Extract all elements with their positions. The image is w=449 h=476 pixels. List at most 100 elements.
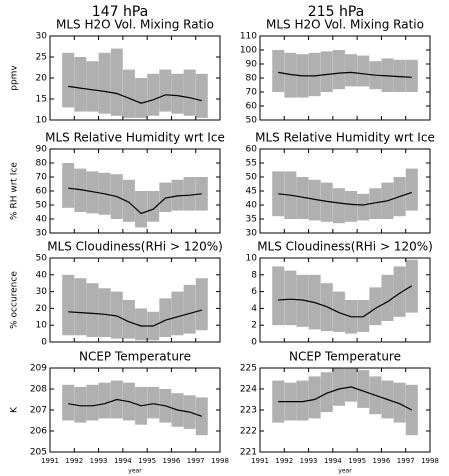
x-tick-label: 1996: [373, 457, 391, 465]
y-tick-label: 15: [36, 95, 47, 105]
y-tick-label: 222: [240, 427, 257, 437]
y-tick-label: 4: [251, 304, 257, 314]
trend-line: [278, 191, 412, 206]
trend-line: [278, 285, 413, 318]
x-axis-label: year: [338, 468, 352, 475]
y-tick-label: 205: [30, 448, 47, 458]
scatter-range: [135, 78, 148, 118]
scatter-range: [98, 382, 111, 419]
scatter-range: [272, 50, 285, 92]
trend-line: [278, 71, 412, 78]
panel-title: MLS Relative Humidity wrt Ice: [45, 131, 225, 145]
y-tick-label: 20: [36, 74, 48, 84]
scatter-range: [86, 384, 99, 421]
scatter-range: [159, 182, 172, 212]
scatter-range: [357, 193, 370, 221]
scatter-range: [183, 177, 196, 211]
panel-title: NCEP Temperature: [289, 350, 401, 364]
y-tick-label: 223: [240, 406, 257, 416]
y-tick-label: 221: [240, 448, 257, 458]
scatter-range: [332, 50, 345, 90]
y-tick-label: 10: [36, 116, 48, 126]
y-tick-label: 25: [36, 53, 47, 63]
y-tick-label: 55: [246, 159, 257, 169]
scatter-range: [171, 73, 184, 114]
y-tick-label: 10: [36, 321, 48, 331]
scatter-range: [369, 287, 382, 326]
scatter-range: [320, 372, 333, 413]
y-tick-label: 50: [246, 173, 258, 183]
scatter-range: [308, 376, 321, 419]
y-tick-label: 224: [240, 385, 257, 395]
scatter-range: [62, 163, 75, 208]
y-tick-label: 30: [36, 229, 48, 239]
scatter-range: [122, 179, 135, 222]
scatter-range: [135, 191, 148, 228]
scatter-range: [332, 291, 345, 332]
y-tick-label: 225: [240, 364, 257, 374]
scatter-range: [393, 59, 406, 92]
x-tick-label: 1996: [163, 457, 181, 465]
y-tick-label: 30: [36, 32, 48, 42]
scatter-range: [171, 179, 184, 211]
y-axis-label: % RH wrt Ice: [10, 162, 20, 220]
y-tick-label: 80: [36, 159, 48, 169]
scatter-range: [74, 168, 87, 212]
scatter-range: [183, 284, 196, 334]
trend-line: [68, 398, 202, 417]
x-tick-label: 1993: [90, 457, 108, 465]
y-tick-label: 207: [30, 406, 47, 416]
x-tick-label: 1994: [114, 457, 132, 465]
trend-line: [68, 187, 202, 215]
scatter-range: [110, 291, 123, 339]
y-tick-label: 60: [246, 145, 258, 155]
scatter-range: [122, 69, 135, 118]
panel-title: MLS H2O Vol. Mixing Ratio: [56, 18, 214, 32]
y-tick-label: 8: [251, 270, 257, 280]
scatter-range: [296, 274, 309, 327]
y-tick-label: 110: [240, 32, 257, 42]
scatter-range: [122, 300, 135, 339]
x-tick-label: 1993: [300, 457, 318, 465]
scatter-range: [369, 188, 382, 219]
x-axis-label: year: [128, 468, 142, 475]
scatter-range: [159, 69, 172, 112]
scatter-range: [332, 368, 345, 406]
scatter-range: [195, 73, 208, 118]
column-header: 147 hPa: [92, 4, 148, 20]
scatter-range: [135, 308, 148, 341]
y-tick-label: 0: [41, 338, 47, 348]
scatter-range: [110, 48, 123, 116]
plot-frame: [49, 257, 221, 343]
y-tick-label: 30: [246, 229, 258, 239]
y-tick-label: 70: [36, 173, 48, 183]
x-tick-label: 1991: [41, 457, 59, 465]
panel-title: MLS Cloudiness(RHi > 120%): [257, 240, 433, 254]
y-tick-label: 60: [36, 187, 48, 197]
scatter-range: [86, 61, 99, 112]
scatter-range: [183, 69, 196, 116]
y-tick-label: 20: [36, 304, 48, 314]
y-tick-label: 40: [36, 215, 48, 225]
trend-line: [68, 85, 202, 104]
y-axis-label: % occurence: [10, 271, 20, 329]
scatter-range: [62, 274, 75, 336]
y-tick-label: 50: [36, 201, 48, 211]
y-tick-label: 209: [30, 364, 47, 374]
y-axis-label: K: [10, 406, 20, 413]
y-tick-label: 10: [246, 254, 258, 264]
scatter-range: [284, 270, 297, 326]
scatter-range: [357, 55, 370, 87]
panel-title: MLS Relative Humidity wrt Ice: [255, 131, 435, 145]
x-tick-label: 1998: [421, 457, 439, 465]
scatter-range: [147, 73, 160, 116]
y-tick-label: 80: [246, 74, 258, 84]
y-tick-label: 45: [246, 187, 257, 197]
scatter-range: [74, 278, 87, 336]
scatter-range: [405, 168, 418, 211]
y-tick-label: 208: [30, 385, 47, 395]
y-tick-label: 50: [246, 116, 258, 126]
trend-line: [278, 386, 413, 411]
x-tick-label: 1991: [251, 457, 269, 465]
